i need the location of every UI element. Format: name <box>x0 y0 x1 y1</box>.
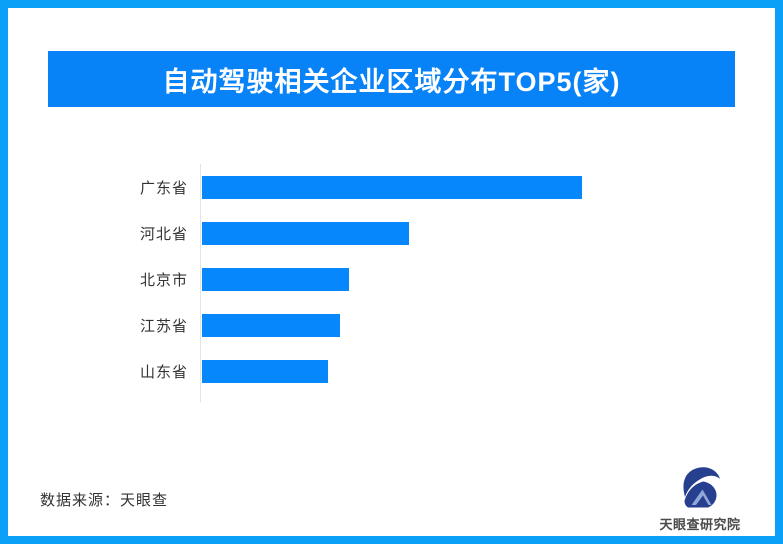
tianyancha-logo-icon <box>683 467 720 508</box>
bar-label-shandong: 山东省 <box>139 363 188 381</box>
brand-block: 天眼查研究院 <box>660 465 740 533</box>
bar-row: 山东省 <box>8 348 775 394</box>
bar-hebei <box>202 221 409 245</box>
bar-shandong <box>202 359 328 383</box>
bar-label-guangdong: 广东省 <box>139 179 188 197</box>
bar-label-jiangsu: 江苏省 <box>139 317 188 335</box>
y-axis-line <box>200 164 201 402</box>
brand-name: 天眼查研究院 <box>659 517 741 532</box>
bar-row: 广东省 <box>8 164 775 210</box>
bar-beijing <box>202 267 349 291</box>
data-source-text: 数据来源：天眼查 <box>40 492 169 509</box>
chart-title: 自动驾驶相关企业区域分布TOP5(家) <box>162 66 621 97</box>
bar-chart: 广东省 河北省 北京市 江苏省 山东省 <box>8 164 775 402</box>
bar-guangdong <box>202 175 582 199</box>
bar-label-hebei: 河北省 <box>139 225 188 243</box>
bar-label-beijing: 北京市 <box>139 271 188 289</box>
bar-row: 江苏省 <box>8 302 775 348</box>
chart-title-banner: 自动驾驶相关企业区域分布TOP5(家) <box>48 51 735 107</box>
bar-row: 北京市 <box>8 256 775 302</box>
bar-jiangsu <box>202 313 340 337</box>
bar-row: 河北省 <box>8 210 775 256</box>
